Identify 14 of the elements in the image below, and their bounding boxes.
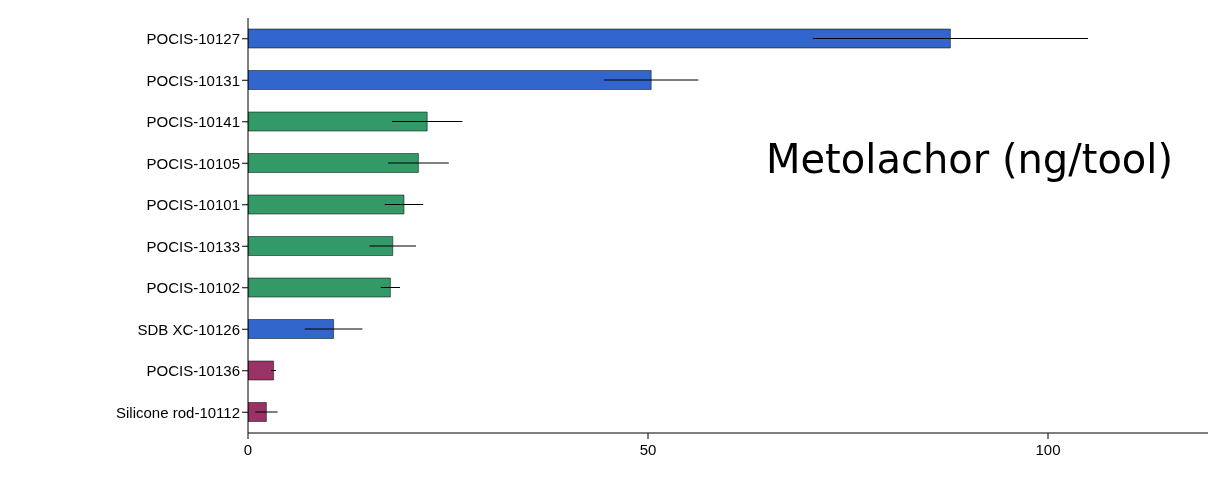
- y-tick-label: POCIS-10136: [146, 362, 240, 380]
- y-tick-label: POCIS-10127: [146, 30, 240, 48]
- y-tick-label: POCIS-10105: [146, 154, 240, 172]
- x-tick-label: 100: [1035, 441, 1061, 458]
- x-tick-label: 0: [243, 441, 253, 458]
- y-tick-label: POCIS-10141: [146, 113, 240, 131]
- y-tick-label: SDB XC-10126: [137, 320, 240, 338]
- y-tick-label: POCIS-10101: [146, 196, 240, 214]
- y-tick-label: POCIS-10102: [146, 279, 240, 297]
- x-tick-label: 50: [639, 441, 657, 458]
- text: Metolachor (ng/tool): [766, 136, 1174, 182]
- y-tick-label: POCIS-10131: [146, 71, 240, 89]
- y-tick-label: Silicone rod-10112: [116, 403, 240, 421]
- y-tick-label: POCIS-10133: [146, 237, 240, 255]
